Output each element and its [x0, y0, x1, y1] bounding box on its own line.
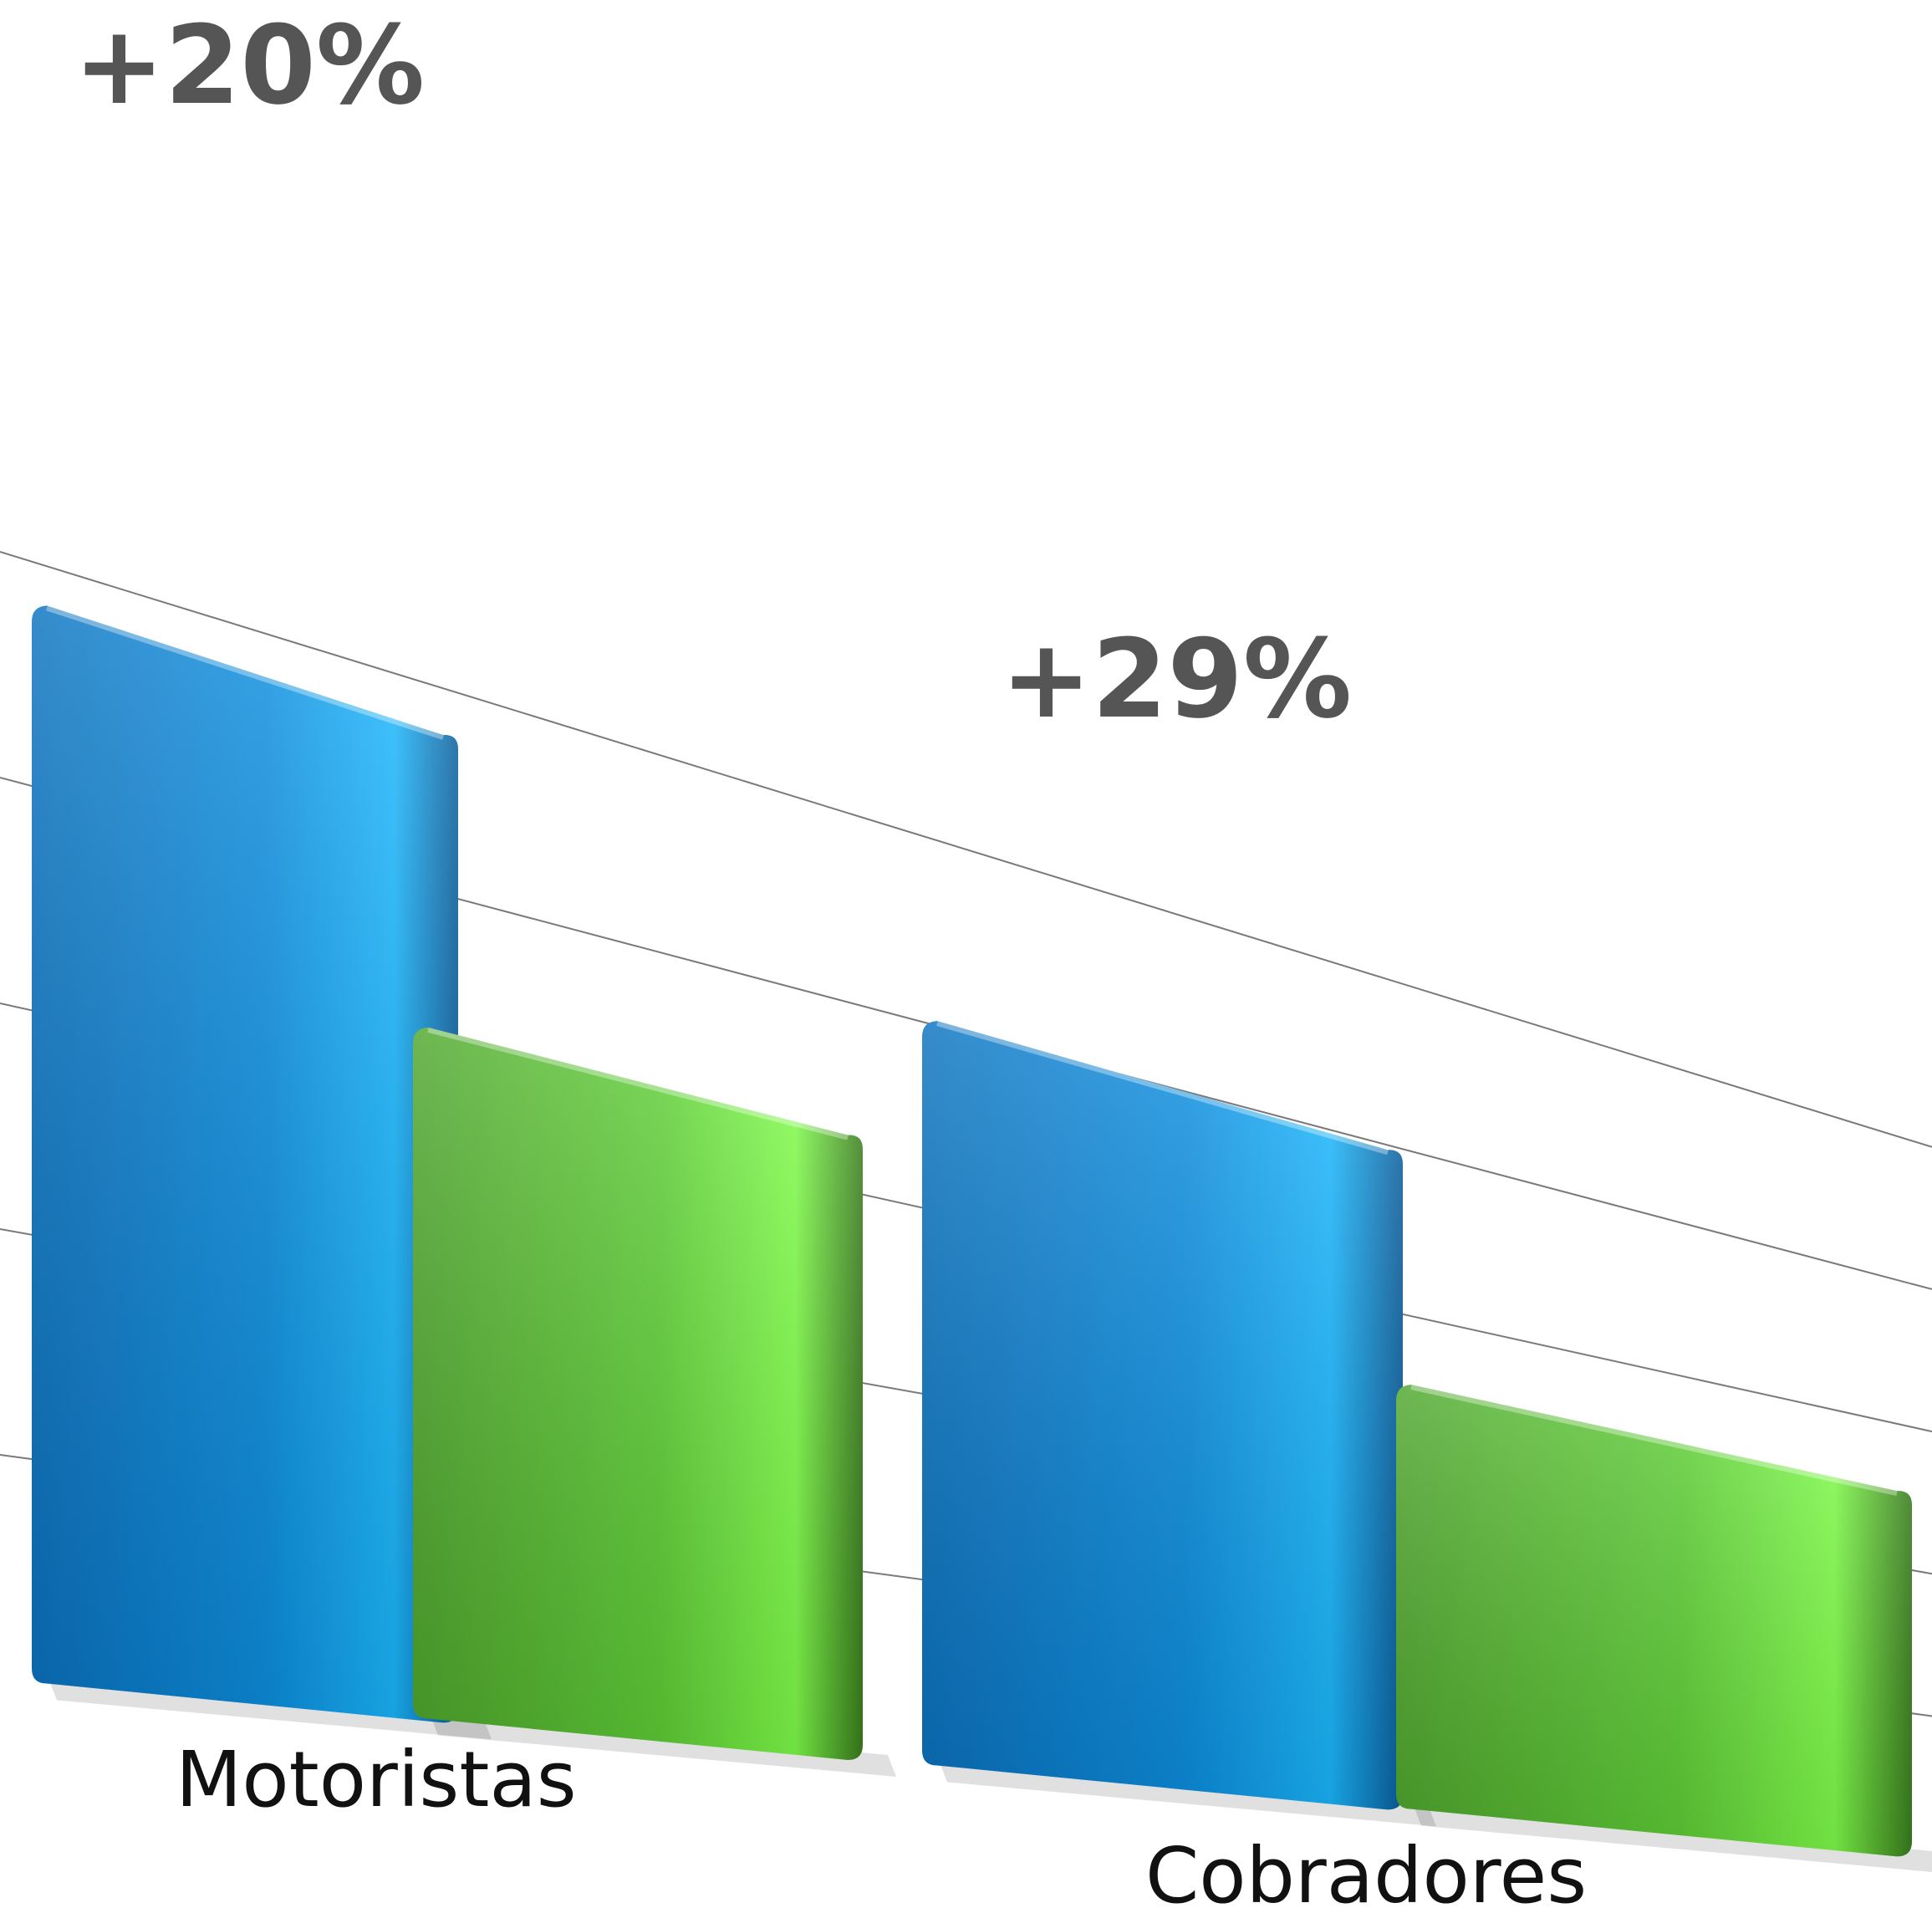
bar-shading — [32, 605, 458, 1723]
bar-top-highlight — [936, 1021, 1389, 1156]
bar-top-highlight — [1410, 1385, 1898, 1497]
labels: +20% +29% Motoristas Cobradores — [74, 2, 1587, 1908]
category-label-motoristas: Motoristas — [176, 1735, 577, 1824]
bars — [32, 605, 1912, 1857]
bar-shading — [413, 1027, 863, 1760]
change-label-2: +29% — [1001, 615, 1352, 742]
bar-shading — [922, 1021, 1403, 1810]
bar-top-highlight — [427, 1027, 849, 1140]
category-label-cobradores: Cobradores — [1145, 1831, 1587, 1908]
bar-top-highlight — [46, 605, 444, 740]
bar-shading — [1396, 1385, 1912, 1857]
change-label-1: +20% — [74, 2, 425, 129]
gridline — [0, 551, 1932, 1148]
